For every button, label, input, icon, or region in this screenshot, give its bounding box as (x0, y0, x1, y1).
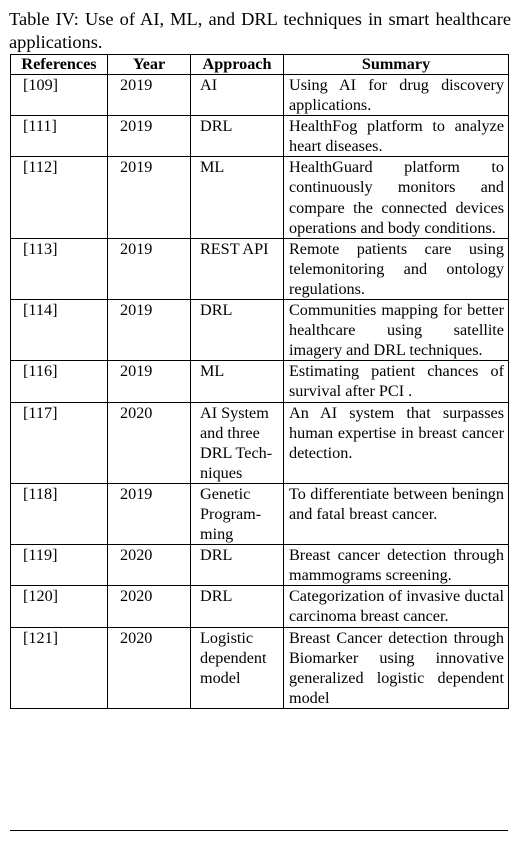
cell-summary: Using AI for drug discovery applications… (283, 73, 509, 117)
cell-summary: Breast cancer detection through mammogra… (283, 544, 509, 587)
cell-reference: [118] (10, 482, 108, 546)
table-row: [111] 2019 DRL HealthFog platform to ana… (10, 115, 509, 158)
cell-year: 2020 (107, 626, 191, 709)
cell-summary: Breast Cancer detection through Biomarke… (283, 626, 509, 709)
cell-summary: Communities mapping for better healthcar… (283, 299, 509, 362)
cell-year: 2019 (107, 156, 191, 239)
cell-approach: DRL (190, 585, 284, 628)
table-caption: Table IV: Use of AI, ML, and DRL techniq… (9, 9, 511, 52)
table-row: [119] 2020 DRL Breast cancer detection t… (10, 544, 509, 587)
cell-year: 2019 (107, 73, 191, 117)
cell-approach: DRL (190, 299, 284, 362)
cell-approach: DRL (190, 115, 284, 158)
cell-reference: [113] (10, 237, 108, 301)
cell-year: 2020 (107, 401, 191, 484)
table-header-row: References Year Approach Summary (10, 54, 509, 75)
cell-year: 2019 (107, 299, 191, 362)
cell-reference: [116] (10, 360, 108, 403)
cell-approach: DRL (190, 544, 284, 587)
cell-year: 2020 (107, 544, 191, 587)
table-row: [113] 2019 REST API Remote patients care… (10, 237, 509, 301)
cell-summary: HealthFog platform to ana­lyze heart dis… (283, 115, 509, 158)
cell-reference: [121] (10, 626, 108, 709)
cell-summary: To differentiate between beningn and fat… (283, 482, 509, 546)
table-row: [118] 2019 Genetic Program­ming To diffe… (10, 482, 509, 546)
cell-reference: [117] (10, 401, 108, 484)
cell-approach: Genetic Program­ming (190, 482, 284, 546)
cell-approach: REST API (190, 237, 284, 301)
table-row: [112] 2019 ML HealthGuard platform to co… (10, 156, 509, 239)
cell-reference: [120] (10, 585, 108, 628)
cell-reference: [109] (10, 73, 108, 117)
cell-approach: ML (190, 156, 284, 239)
techniques-table: References Year Approach Summary [109] 2… (10, 54, 509, 709)
cell-reference: [119] (10, 544, 108, 587)
cell-summary: Categorization of invasive ductal carcin… (283, 585, 509, 628)
table-row: [116] 2019 ML Estimating patient chances… (10, 360, 509, 403)
cell-approach: Logistic depen­dent model (190, 626, 284, 709)
header-references: References (10, 54, 108, 75)
cell-summary: HealthGuard platform to continuously mon… (283, 156, 509, 239)
cell-approach: ML (190, 360, 284, 403)
table-row: [114] 2019 DRL Communities mapping for b… (10, 299, 509, 362)
cell-approach: AI (190, 73, 284, 117)
table-row: [109] 2019 AI Using AI for drug discover… (10, 73, 509, 117)
cell-reference: [111] (10, 115, 108, 158)
header-approach: Approach (190, 54, 284, 75)
cell-approach: AI System and three DRL Tech­niques (190, 401, 284, 484)
cell-summary: Estimating patient chances of survival a… (283, 360, 509, 403)
page-cut-divider (10, 830, 508, 831)
cell-reference: [114] (10, 299, 108, 362)
cell-summary: An AI system that surpasses human expert… (283, 401, 509, 484)
cell-summary: Remote patients care using telemonitorin… (283, 237, 509, 301)
header-summary: Summary (283, 54, 509, 75)
cell-year: 2019 (107, 360, 191, 403)
table-row: [117] 2020 AI System and three DRL Tech­… (10, 401, 509, 484)
header-year: Year (107, 54, 191, 75)
table-row: [120] 2020 DRL Categorization of invasiv… (10, 585, 509, 628)
cell-year: 2019 (107, 237, 191, 301)
cell-year: 2019 (107, 482, 191, 546)
cell-reference: [112] (10, 156, 108, 239)
cell-year: 2019 (107, 115, 191, 158)
table-row: [121] 2020 Logistic depen­dent model Bre… (10, 626, 509, 709)
cell-year: 2020 (107, 585, 191, 628)
